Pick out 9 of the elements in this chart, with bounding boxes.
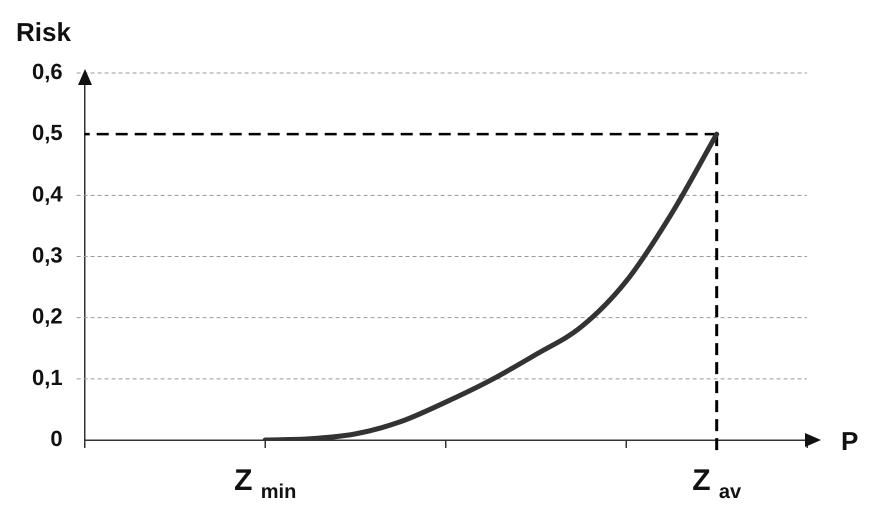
- y-axis-title: Risk: [16, 17, 72, 47]
- y-tick-label: 0,4: [32, 181, 64, 206]
- y-tick-label: 0,2: [32, 304, 63, 329]
- y-tick-label: 0: [50, 426, 63, 452]
- y-tick-label: 0,3: [32, 242, 63, 268]
- y-tick-label: 0,1: [32, 364, 63, 390]
- y-tick-label: 0,5: [32, 120, 63, 146]
- x-axis-title: P: [841, 426, 858, 456]
- y-tick-label: 0,6: [32, 59, 63, 84]
